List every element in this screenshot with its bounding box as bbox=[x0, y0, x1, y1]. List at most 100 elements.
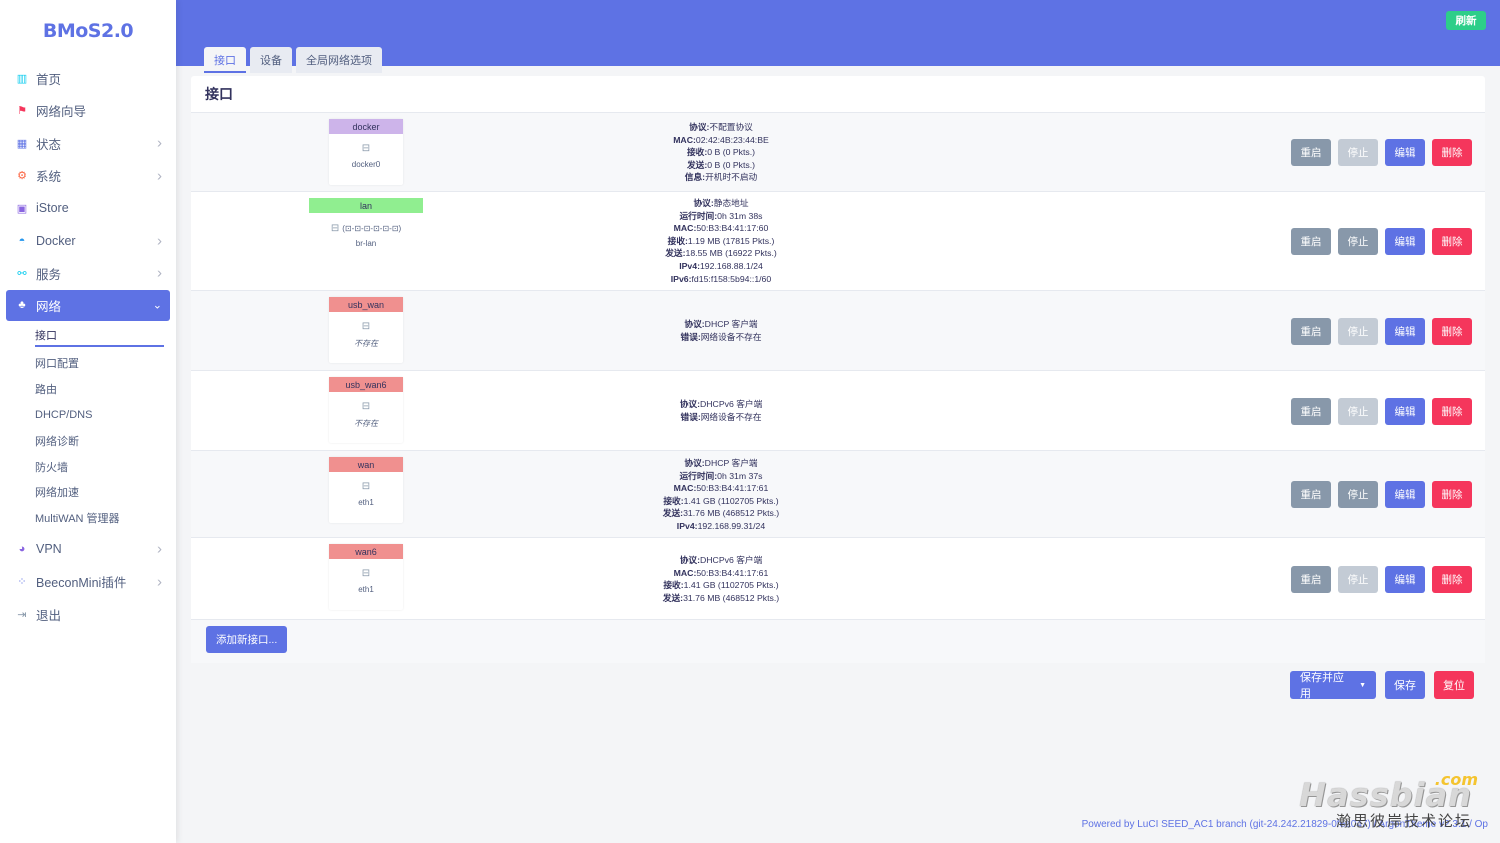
interface-info: 协议:DHCPv6 客户端 错误:网络设备不存在 bbox=[631, 398, 811, 423]
delete-button[interactable]: 删除 bbox=[1432, 318, 1472, 345]
sidebar-item-3[interactable]: ⚙ 系统 › bbox=[0, 160, 176, 193]
info-line: 信息:开机时不启动 bbox=[631, 171, 811, 184]
page-title: 接口 bbox=[205, 86, 233, 102]
docker-icon: ◓ bbox=[18, 234, 26, 247]
sidebar-item-0[interactable]: ▥ 首页 bbox=[0, 62, 176, 95]
caret-down-icon: ▼ bbox=[1359, 681, 1366, 689]
bottom-actions: 保存并应用 ▼ 保存 复位 bbox=[1290, 671, 1474, 700]
sidebar-item-2[interactable]: ▦ 状态 › bbox=[0, 127, 176, 160]
sidebar-item-9[interactable]: ⁘ BeeconMini插件 › bbox=[0, 566, 176, 599]
chevron-right-icon: › bbox=[157, 167, 162, 185]
submenu-item-0[interactable]: 接口 bbox=[35, 325, 164, 347]
submenu-item-2[interactable]: 路由 bbox=[35, 384, 57, 397]
interface-device: 不存在 bbox=[354, 339, 378, 348]
info-line: 接收:1.19 MB (17815 Pkts.) bbox=[631, 235, 811, 248]
info-value: 18.55 MB (16922 Pkts.) bbox=[685, 248, 777, 259]
interface-badge[interactable]: docker ⊟ docker0 bbox=[329, 119, 403, 185]
refresh-button[interactable]: 刷新 bbox=[1446, 11, 1486, 30]
sidebar-item-6[interactable]: ⚯ 服务 › bbox=[0, 257, 176, 290]
delete-button[interactable]: 删除 bbox=[1432, 398, 1472, 425]
save-apply-button[interactable]: 保存并应用 ▼ bbox=[1290, 671, 1376, 700]
interface-device: docker0 bbox=[351, 160, 381, 169]
info-line: 运行时间:0h 31m 38s bbox=[631, 210, 811, 223]
chevron-right-icon: › bbox=[157, 573, 162, 591]
wizard-icon: ⚑ bbox=[17, 105, 27, 118]
interface-row-wan: wan ⊟ eth1 协议:DHCP 客户端 运行时间:0h 31m 37s MAC:50… bbox=[191, 450, 1485, 537]
interface-row-usb_wan: usb_wan ⊟ 不存在 协议:DHCP 客户端 错误:网络设备不存在 重启 停止 编辑 删除 bbox=[191, 290, 1485, 370]
edit-button[interactable]: 编辑 bbox=[1385, 481, 1425, 508]
brand-logo[interactable]: BMoS2.0 bbox=[42, 20, 134, 42]
submenu-item-5[interactable]: 防火墙 bbox=[35, 461, 68, 474]
sidebar-item-1[interactable]: ⚑ 网络向导 bbox=[0, 95, 176, 128]
interface-actions: 重启 停止 编辑 删除 bbox=[1291, 566, 1472, 593]
info-line: 接收:0 B (0 Pkts.) bbox=[631, 146, 811, 159]
stop-button[interactable]: 停止 bbox=[1338, 139, 1378, 166]
submenu-item-7[interactable]: MultiWAN 管理器 bbox=[35, 513, 120, 526]
ethernet-icon: ⊟ bbox=[361, 321, 371, 332]
submenu-item-4[interactable]: 网络诊断 bbox=[35, 435, 79, 448]
submenu-item-3[interactable]: DHCP/DNS bbox=[35, 408, 93, 421]
info-value: 02:42:4B:23:44:BE bbox=[695, 134, 769, 145]
edit-button[interactable]: 编辑 bbox=[1385, 228, 1425, 255]
sidebar-item-label: iStore bbox=[36, 201, 69, 216]
sidebar-item-5[interactable]: ◓ Docker › bbox=[0, 225, 176, 258]
delete-button[interactable]: 删除 bbox=[1432, 566, 1472, 593]
add-interface-button[interactable]: 添加新接口... bbox=[206, 626, 288, 653]
grid-icon: ▦ bbox=[16, 137, 28, 150]
info-line: 协议:静态地址 bbox=[631, 197, 811, 210]
interface-badge[interactable]: wan ⊟ eth1 bbox=[329, 457, 403, 523]
bag-icon: ▣ bbox=[16, 202, 28, 215]
interface-badge[interactable]: wan6 ⊟ eth1 bbox=[329, 544, 403, 610]
info-value: 1.41 GB (1102705 Pkts.) bbox=[683, 495, 779, 506]
interfaces-panel: 接口 docker ⊟ docker0 协议:不配置协议 MAC:02:42:4B:23… bbox=[191, 76, 1485, 663]
stop-button[interactable]: 停止 bbox=[1338, 481, 1378, 508]
stop-button[interactable]: 停止 bbox=[1338, 566, 1378, 593]
restart-button[interactable]: 重启 bbox=[1291, 481, 1331, 508]
info-key: 错误: bbox=[680, 411, 701, 422]
info-line: 错误:网络设备不存在 bbox=[631, 331, 811, 344]
chevron-right-icon: › bbox=[157, 264, 162, 282]
interface-badge[interactable]: lan ⊟ (⊡-⊡-⊡-⊡-⊡-⊡) br-lan bbox=[309, 198, 423, 256]
submenu-item-6[interactable]: 网络加速 bbox=[35, 487, 79, 500]
delete-button[interactable]: 删除 bbox=[1432, 228, 1472, 255]
submenu-item-1[interactable]: 网口配置 bbox=[35, 358, 79, 371]
restart-button[interactable]: 重启 bbox=[1291, 318, 1331, 345]
restart-button[interactable]: 重启 bbox=[1291, 139, 1331, 166]
edit-button[interactable]: 编辑 bbox=[1385, 566, 1425, 593]
stop-button[interactable]: 停止 bbox=[1338, 318, 1378, 345]
stop-button[interactable]: 停止 bbox=[1338, 228, 1378, 255]
sidebar-nav: ▥ 首页 ⚑ 网络向导 ▦ 状态 › ⚙ 系统 › ▣ iStore ◓ Docker › ⚯ 服务 › ♣ 网络 ⌄ 接… bbox=[0, 62, 176, 631]
info-value: 网络设备不存在 bbox=[700, 331, 762, 342]
restart-button[interactable]: 重启 bbox=[1291, 228, 1331, 255]
info-key: 运行时间: bbox=[679, 210, 718, 221]
tab-global-options[interactable]: 全局网络选项 bbox=[296, 47, 382, 73]
sidebar-item-label: 网络向导 bbox=[36, 105, 87, 120]
restart-button[interactable]: 重启 bbox=[1291, 398, 1331, 425]
sidebar-item-10[interactable]: ⇥ 退出 bbox=[0, 598, 176, 631]
edit-button[interactable]: 编辑 bbox=[1385, 398, 1425, 425]
delete-button[interactable]: 删除 bbox=[1432, 481, 1472, 508]
interface-name: docker bbox=[329, 119, 403, 134]
edit-button[interactable]: 编辑 bbox=[1385, 139, 1425, 166]
sidebar-item-4[interactable]: ▣ iStore bbox=[0, 192, 176, 225]
tab-interfaces[interactable]: 接口 bbox=[204, 47, 246, 73]
delete-button[interactable]: 删除 bbox=[1432, 139, 1472, 166]
info-line: 错误:网络设备不存在 bbox=[631, 411, 811, 424]
reset-button[interactable]: 复位 bbox=[1434, 671, 1474, 699]
sidebar-item-8[interactable]: ◕ VPN › bbox=[0, 533, 176, 566]
edit-button[interactable]: 编辑 bbox=[1385, 318, 1425, 345]
info-key: 协议: bbox=[684, 458, 705, 468]
interface-row-lan: lan ⊟ (⊡-⊡-⊡-⊡-⊡-⊡) br-lan 协议:静态地址 运行时间:0h 31… bbox=[191, 191, 1485, 290]
interface-badge[interactable]: usb_wan6 ⊟ 不存在 bbox=[329, 377, 403, 443]
sidebar-item-7[interactable]: ♣ 网络 ⌄ bbox=[6, 289, 170, 321]
sidebar-item-label: VPN bbox=[36, 542, 62, 557]
interface-badge[interactable]: usb_wan ⊟ 不存在 bbox=[329, 297, 403, 363]
info-line: 协议:DHCP 客户端 bbox=[631, 457, 811, 470]
stop-button[interactable]: 停止 bbox=[1338, 398, 1378, 425]
save-button[interactable]: 保存 bbox=[1385, 671, 1425, 699]
info-line: IPv4:192.168.99.31/24 bbox=[631, 520, 811, 533]
info-line: MAC:50:B3:B4:41:17:61 bbox=[631, 567, 811, 580]
restart-button[interactable]: 重启 bbox=[1291, 566, 1331, 593]
tab-devices[interactable]: 设备 bbox=[250, 47, 292, 73]
watermark: .com Hassbian 瀚思彼岸技术论坛 bbox=[1299, 770, 1478, 831]
